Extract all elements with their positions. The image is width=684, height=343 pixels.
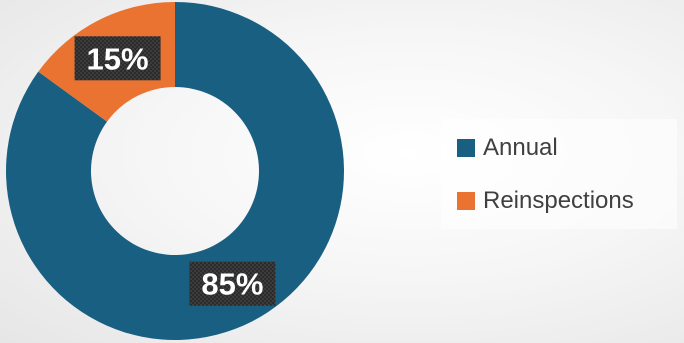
legend-swatch-reinspections bbox=[457, 192, 475, 210]
donut-slice-annual bbox=[5, 2, 344, 340]
legend: Annual Reinspections bbox=[441, 119, 677, 229]
data-label-reinspections: 15% bbox=[74, 36, 161, 81]
legend-label-annual: Annual bbox=[483, 134, 558, 161]
data-label-box bbox=[74, 36, 161, 81]
legend-label-reinspections: Reinspections bbox=[483, 187, 634, 214]
legend-swatch-annual bbox=[457, 139, 475, 157]
legend-item-annual: Annual bbox=[457, 134, 558, 162]
data-label-text: 85% bbox=[201, 267, 263, 302]
legend-item-reinspections: Reinspections bbox=[457, 187, 634, 215]
data-label-text: 15% bbox=[87, 41, 149, 76]
data-label-annual: 85% bbox=[189, 261, 276, 306]
data-label-box bbox=[189, 261, 276, 306]
